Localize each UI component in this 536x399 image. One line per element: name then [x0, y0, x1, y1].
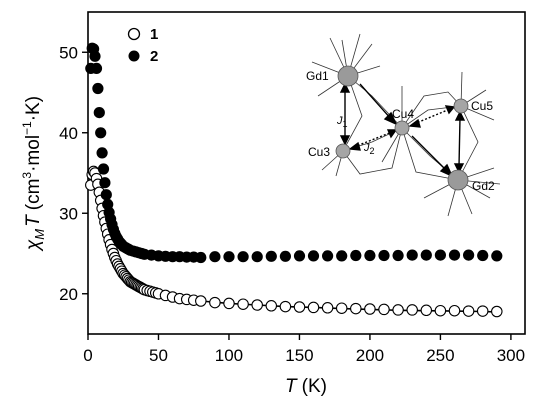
- series-1-point: [321, 302, 334, 314]
- series-1-point: [364, 303, 376, 315]
- y-tick-label: 50: [59, 43, 78, 62]
- series-2-point: [307, 250, 320, 262]
- series-2-point: [434, 249, 446, 261]
- series-2-point: [463, 249, 475, 261]
- series-2-point: [209, 251, 221, 263]
- atom-cu4: [394, 120, 410, 136]
- legend-marker-1: [127, 27, 141, 41]
- series-2-point: [265, 250, 277, 262]
- series-2-markers: [85, 42, 503, 264]
- coupling-label-j2: J2: [363, 142, 375, 156]
- series-2-point: [93, 107, 105, 119]
- series-1-point: [491, 305, 503, 318]
- series-1-point: [293, 301, 306, 313]
- x-axis-title: T (K): [285, 376, 327, 397]
- x-tick-label: 50: [149, 346, 168, 365]
- x-tick-label: 0: [83, 346, 92, 365]
- y-axis-ticks: 20 30 40 50: [59, 43, 88, 304]
- series-1-point: [195, 295, 207, 307]
- y-tick-label: 40: [59, 124, 78, 143]
- coupling-label-j1: J1: [336, 115, 348, 129]
- series-2-point: [223, 251, 235, 263]
- series-2-point: [293, 250, 306, 262]
- series-2-point: [322, 250, 334, 262]
- atom-label-gd2: Gd2: [472, 179, 495, 193]
- x-tick-label: 100: [215, 346, 243, 365]
- series-1-point: [265, 300, 278, 312]
- series-1-point: [279, 300, 292, 313]
- x-tick-label: 300: [497, 346, 525, 365]
- atom-label-cu3: Cu3: [308, 145, 330, 159]
- series-1-point: [237, 298, 249, 310]
- legend-label-1: 1: [150, 26, 158, 43]
- series-2-point: [279, 250, 291, 262]
- atom-label-cu4: Cu4: [392, 107, 414, 121]
- series-2-point: [420, 249, 432, 261]
- atom-label-cu5: Cu5: [471, 99, 493, 113]
- inset-exchange-arrows: [339, 82, 466, 178]
- inset-structure: Gd1 Cu4 Cu5 Cu3 Gd2 J1 J2: [306, 33, 501, 217]
- series-2-point: [350, 249, 362, 262]
- series-2-point: [448, 249, 461, 261]
- series-2-point: [96, 147, 108, 159]
- series-1-point: [209, 296, 221, 309]
- series-1-point: [307, 301, 320, 314]
- series-2-point: [97, 163, 110, 175]
- series-2-point: [237, 251, 249, 263]
- series-2-point: [477, 249, 489, 262]
- atom-gd1: [337, 65, 359, 87]
- series-2-point: [392, 249, 404, 262]
- y-tick-label: 30: [59, 204, 78, 223]
- x-tick-label: 150: [285, 346, 313, 365]
- series-1-point: [448, 304, 461, 317]
- y-tick-label: 20: [59, 285, 78, 304]
- series-2-point: [364, 249, 376, 262]
- series-1-point: [406, 304, 418, 316]
- series-2-point: [100, 189, 112, 201]
- series-1-point: [335, 302, 348, 314]
- series-1-markers: [85, 165, 503, 318]
- series-1-point: [223, 297, 235, 310]
- atom-cu5: [453, 98, 469, 114]
- series-1-point: [392, 304, 404, 316]
- series-2-point: [90, 62, 103, 74]
- series-2-point: [251, 251, 263, 263]
- series-1-point: [420, 304, 433, 317]
- atom-cu3: [335, 143, 351, 159]
- legend-marker-2: [128, 50, 140, 62]
- y-axis-title: χMT(cm3·mol−1·K): [20, 96, 47, 252]
- series-1-point: [378, 303, 390, 316]
- series-2-point: [92, 82, 104, 95]
- series-1-point: [476, 305, 489, 317]
- atom-label-gd1: Gd1: [306, 69, 329, 83]
- series-1-point: [462, 305, 475, 317]
- series-2-point: [491, 250, 503, 262]
- series-1-point: [251, 299, 263, 311]
- series-2-point: [89, 50, 101, 62]
- x-tick-label: 250: [426, 346, 454, 365]
- series-1-point: [350, 302, 362, 315]
- series-2-point: [95, 127, 107, 139]
- x-axis-ticks: 0 50 100 150 200 250 300: [83, 334, 525, 365]
- series-1-point: [434, 304, 447, 317]
- legend-label-2: 2: [150, 48, 158, 65]
- series-2-point: [99, 177, 111, 189]
- atom-gd2: [447, 169, 469, 191]
- series-2-point: [336, 250, 348, 262]
- series-2-point: [406, 249, 418, 261]
- series-2-point: [195, 251, 207, 264]
- series-2-point: [378, 249, 390, 262]
- x-tick-label: 200: [356, 346, 384, 365]
- legend: 1 2: [127, 26, 158, 65]
